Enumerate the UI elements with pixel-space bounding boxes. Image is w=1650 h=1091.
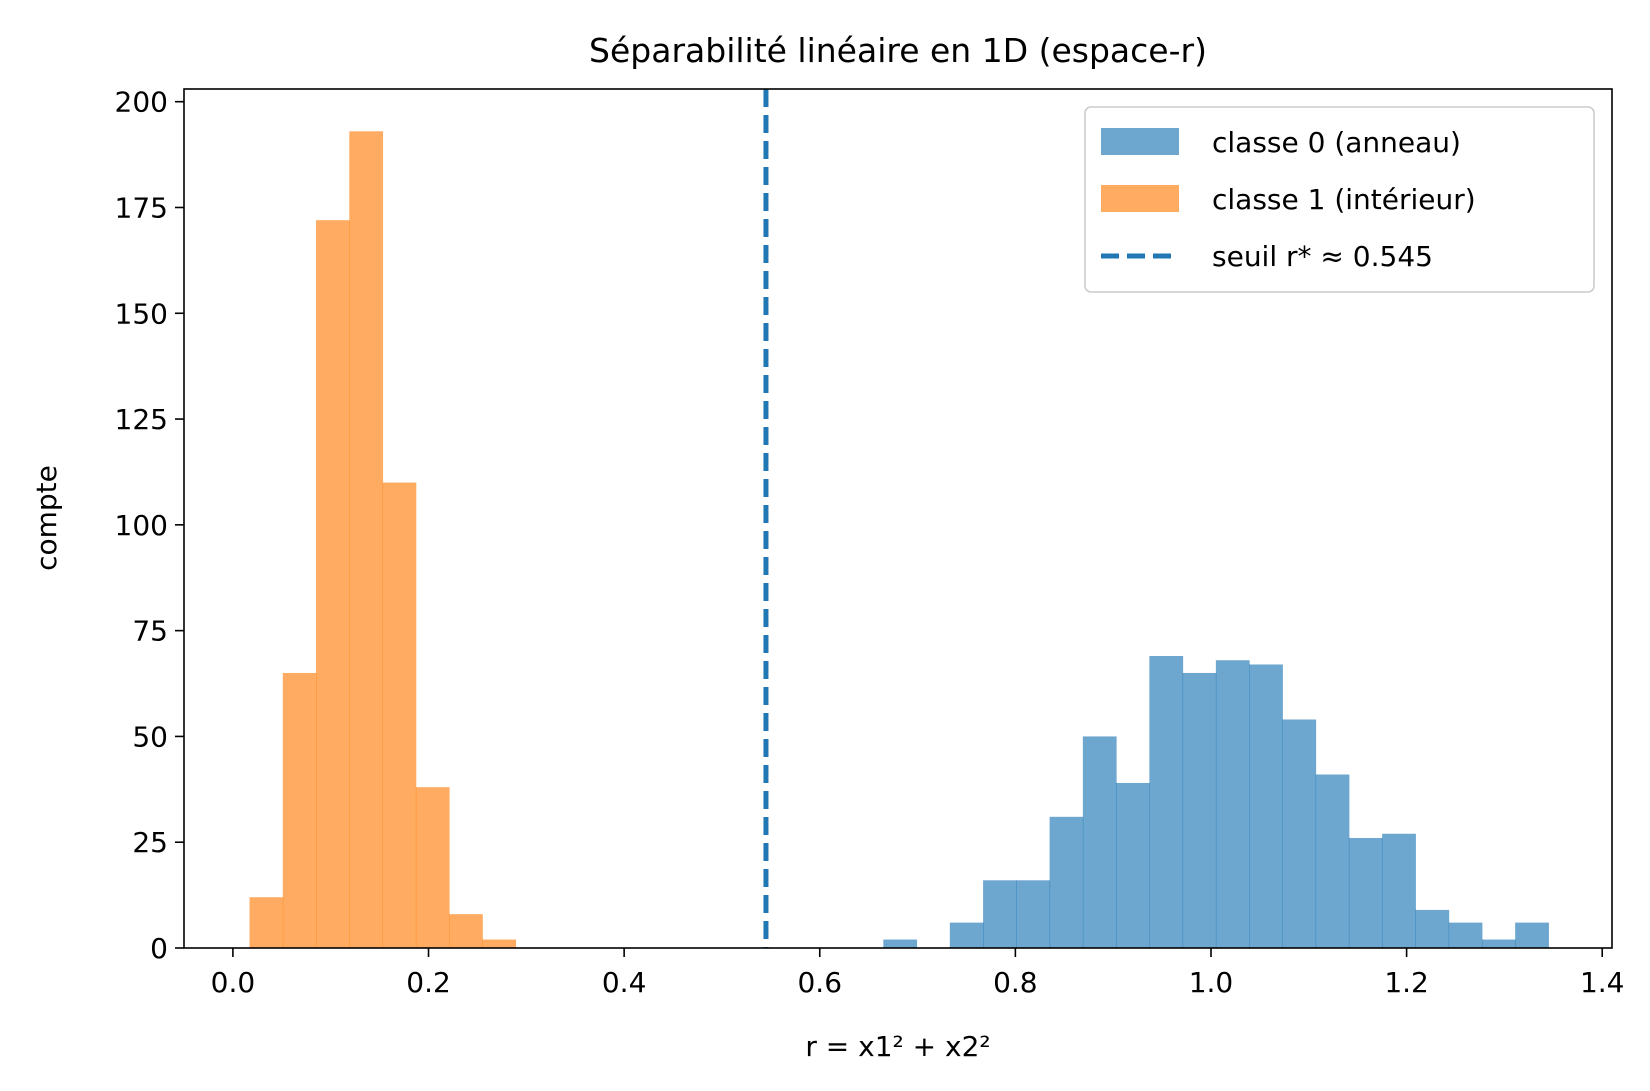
y-tick-label: 175 [115,191,168,224]
histogram-bar [1481,939,1516,948]
x-tick-label: 0.0 [211,966,256,999]
legend-label-seuil: seuil r* ≈ 0.545 [1212,240,1433,273]
histogram-bar [1116,782,1150,948]
x-tick-label: 0.8 [993,966,1038,999]
histogram-bar [949,922,984,948]
histogram-bar [382,482,417,948]
histogram-bar [1315,774,1350,948]
histogram-bar [1016,880,1051,948]
histogram-bar [1049,816,1084,948]
legend-label-classe-1: classe 1 (intérieur) [1212,183,1476,216]
x-axis-label: r = x1² + x2² [805,1030,990,1063]
legend-label-classe-0: classe 0 (anneau) [1212,126,1461,159]
series-0-bars [883,656,1549,948]
histogram-bar [1182,672,1217,948]
histogram-bar [1282,719,1317,948]
series-1-bars [249,131,517,948]
histogram-bar [1448,922,1483,948]
histogram-bar [1415,909,1450,948]
legend-swatch-classe-0 [1101,128,1179,155]
histogram-bar [316,220,350,948]
histogram-bar [1082,736,1117,948]
histogram-bar [1215,660,1250,948]
legend: classe 0 (anneau) classe 1 (intérieur) s… [1084,106,1595,293]
plot-area [249,89,1549,948]
histogram-bar [249,897,284,948]
x-axis-ticks: 0.0 0.2 0.4 0.6 0.8 1.0 1.2 1.4 [211,948,1625,999]
y-tick-label: 150 [115,297,168,330]
y-tick-label: 200 [115,86,168,119]
x-tick-label: 0.6 [797,966,842,999]
x-tick-label: 0.4 [602,966,647,999]
y-tick-label: 125 [115,403,168,436]
y-tick-label: 50 [132,720,168,753]
histogram-bar [1249,664,1283,948]
x-tick-label: 0.2 [406,966,451,999]
y-tick-label: 75 [132,615,168,648]
y-axis-label: compte [30,465,63,571]
chart-title: Séparabilité linéaire en 1D (espace-r) [589,31,1207,70]
histogram-bar [983,880,1017,948]
histogram-bar [415,787,450,948]
legend-box [1084,106,1595,293]
histogram-bar [883,939,918,948]
histogram-bar [1348,837,1383,948]
histogram-bar [1515,922,1549,948]
histogram-bar [1382,833,1416,948]
histogram-bar [482,939,517,948]
y-tick-label: 100 [115,509,168,542]
histogram-bar [449,914,483,948]
histogram-bar [282,672,317,948]
y-tick-label: 0 [150,932,168,965]
histogram-bar [349,131,384,948]
y-tick-label: 25 [132,826,168,859]
y-axis-ticks: 0 25 50 75 100 125 150 175 200 [115,86,184,965]
histogram-bar [1149,656,1184,948]
axes-frame [183,88,1613,949]
x-tick-label: 1.4 [1580,966,1625,999]
legend-swatch-classe-1 [1101,185,1179,212]
x-tick-label: 1.2 [1384,966,1429,999]
x-tick-label: 1.0 [1189,966,1234,999]
